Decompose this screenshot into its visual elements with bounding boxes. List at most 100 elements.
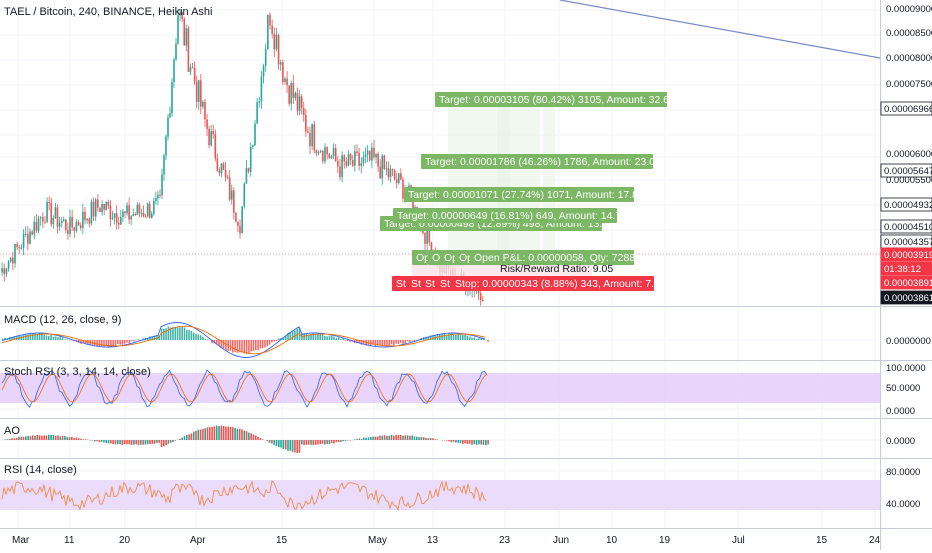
macd-histogram-bar — [202, 337, 204, 340]
macd-histogram-bar — [462, 335, 464, 340]
risk-reward-label: Risk/Reward Ratio: 9.05 — [500, 263, 613, 275]
macd-histogram-bar — [464, 335, 466, 340]
ao-bar — [218, 426, 220, 440]
macd-histogram-bar — [453, 335, 455, 340]
ao-bar — [478, 440, 480, 444]
macd-histogram-bar — [46, 336, 48, 340]
candle-body — [301, 96, 303, 108]
candle-body — [145, 216, 147, 217]
stoch-axis-label: 100.0000 — [886, 363, 926, 374]
macd-title[interactable]: MACD (12, 26, close, 9) — [4, 314, 121, 326]
target-label-4-text: Target: 0.00000649 (16.81%) 649, Amount:… — [397, 210, 627, 222]
candle-body — [381, 156, 383, 179]
ao-bar — [126, 440, 128, 444]
candle-body — [324, 147, 326, 161]
ao-bar — [57, 435, 59, 440]
ao-bar — [71, 437, 73, 440]
macd-histogram-bar — [476, 339, 478, 340]
ao-bar — [407, 435, 409, 440]
ao-bar — [476, 440, 478, 445]
candle-body — [214, 134, 216, 158]
ao-bar — [329, 440, 331, 444]
macd-histogram-bar — [112, 340, 114, 346]
candle-body — [65, 220, 67, 230]
stoch-rsi-title[interactable]: Stoch RSI (3, 3, 14, 14, close) — [4, 366, 151, 378]
ao-bar — [46, 436, 48, 440]
candle-body — [208, 129, 210, 145]
candle-body — [36, 222, 38, 231]
ao-bar — [388, 436, 390, 440]
ao-bar — [175, 440, 177, 441]
rsi-title[interactable]: RSI (14, close) — [4, 464, 77, 476]
candle-body — [392, 169, 394, 170]
ao-bar — [195, 431, 197, 440]
macd-histogram-bar — [331, 336, 333, 340]
candle-body — [396, 180, 398, 183]
ao-bar — [69, 437, 71, 440]
ao-bar — [204, 428, 206, 440]
macd-histogram-bar — [276, 340, 278, 341]
candle-body — [384, 156, 386, 169]
symbol-title[interactable]: TAEL / Bitcoin, 240, BINANCE, Heikin Ash… — [4, 6, 212, 18]
ao-bar — [269, 440, 271, 443]
price-badge: 0.00004510 — [881, 220, 932, 233]
ao-bar — [124, 440, 126, 444]
price-badge: 0.00005647 — [881, 164, 932, 177]
ao-bar — [80, 439, 82, 440]
candle-body — [29, 232, 31, 244]
ao-bar — [145, 440, 147, 445]
ao-bar — [60, 436, 62, 440]
ao-bar — [99, 440, 101, 442]
ao-bar — [4, 439, 6, 440]
candle-body — [309, 133, 311, 146]
macd-histogram-bar — [326, 336, 328, 340]
ao-bar — [188, 434, 190, 440]
macd-histogram-bar — [193, 332, 195, 340]
ao-bar — [27, 436, 29, 440]
candle-body — [288, 85, 290, 103]
macd-histogram-bar — [345, 340, 347, 341]
ao-bar — [78, 438, 80, 440]
candle-body — [143, 213, 145, 217]
candle-body — [114, 213, 116, 218]
macd-histogram-bar — [126, 340, 128, 343]
ao-bar — [363, 438, 365, 440]
ao-bar — [110, 440, 112, 443]
candle-body — [153, 201, 155, 214]
time-tick-label: Mar — [12, 535, 30, 546]
ao-bar — [181, 438, 183, 440]
candle-body — [223, 164, 225, 170]
candle-body — [354, 151, 356, 165]
ao-bar — [368, 437, 370, 440]
ao-bar — [152, 440, 154, 444]
candle-body — [243, 184, 245, 207]
ao-bar — [326, 440, 328, 444]
macd-histogram-bar — [460, 335, 462, 340]
macd-histogram-bar — [292, 331, 294, 340]
candle-body — [194, 68, 196, 82]
candle-body — [295, 93, 297, 98]
candle-body — [307, 131, 309, 133]
macd-histogram-bar — [207, 339, 209, 340]
ao-bar — [310, 440, 312, 445]
ao-bar — [225, 427, 227, 440]
candle-body — [239, 226, 241, 233]
macd-histogram-bar — [181, 327, 183, 340]
ao-bar — [356, 439, 358, 440]
ao-bar — [349, 440, 351, 441]
macd-histogram-bar — [250, 340, 252, 351]
ao-bar — [179, 439, 181, 440]
stop-tag-4-text: St — [440, 278, 450, 290]
price-badge-text: 0.00003861 — [884, 293, 932, 304]
macd-histogram-bar — [232, 340, 234, 353]
macd-histogram-bar — [200, 335, 202, 340]
ao-title[interactable]: AO — [4, 425, 20, 437]
ao-bar — [462, 440, 464, 444]
macd-histogram-bar — [30, 333, 32, 340]
ao-bar — [370, 437, 372, 440]
ao-bar — [14, 438, 16, 440]
candle-body — [132, 214, 134, 216]
price-badge: 0.00003919 — [881, 248, 932, 261]
ao-bar — [361, 439, 363, 440]
